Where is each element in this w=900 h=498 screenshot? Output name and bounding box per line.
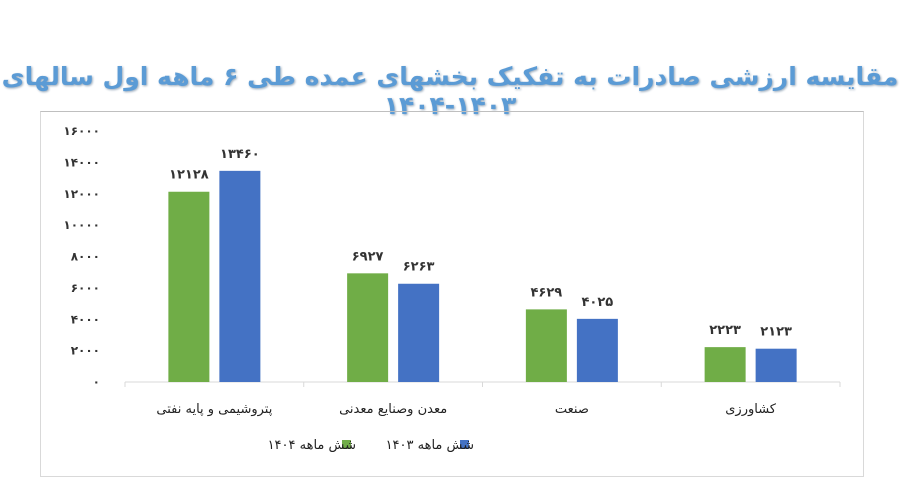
data-label: ۲۲۲۳ [709, 323, 741, 338]
bar [576, 318, 618, 382]
chart-title: مقایسه ارزشی صادرات به تفکیک بخشهای عمده… [1, 62, 899, 120]
data-label: ۱۲۱۲۸ [169, 168, 209, 183]
bar [219, 170, 261, 382]
bar [755, 348, 797, 382]
bar [704, 347, 746, 382]
legend-swatch [460, 440, 469, 449]
legend-label: شش ماهه ۱۴۰۳ [386, 438, 474, 453]
y-tick-label: ۱۴۰۰۰ [63, 155, 100, 169]
data-label: ۴۰۲۵ [582, 295, 614, 310]
bar [168, 191, 210, 382]
category-label: کشاورزی [725, 402, 777, 417]
bar [525, 309, 567, 382]
y-tick-label: ۴۰۰۰ [71, 312, 100, 326]
y-tick-label: ۰ [93, 375, 100, 389]
category-label: پتروشیمی و پایه نفتی [156, 402, 272, 417]
chart-frame [40, 111, 864, 477]
data-label: ۶۲۶۳ [403, 260, 435, 275]
legend-label: شش ماهه ۱۴۰۴ [268, 438, 356, 453]
category-label: صنعت [555, 402, 589, 417]
data-label: ۱۳۴۶۰ [220, 147, 260, 162]
data-label: ۲۱۲۳ [760, 325, 792, 340]
y-tick-label: ۸۰۰۰ [71, 250, 100, 264]
y-tick-label: ۲۰۰۰ [71, 344, 100, 358]
bar [398, 283, 440, 382]
bar [347, 273, 389, 382]
legend-swatch [342, 440, 351, 449]
y-tick-label: ۱۲۰۰۰ [63, 187, 100, 201]
category-label: معدن وصنایع معدنی [339, 402, 447, 417]
data-label: ۴۶۲۹ [531, 285, 563, 300]
data-label: ۶۹۲۷ [352, 249, 384, 264]
y-tick-label: ۱۰۰۰۰ [63, 218, 100, 232]
y-tick-label: ۶۰۰۰ [71, 281, 100, 295]
y-tick-label: ۱۶۰۰۰ [63, 124, 100, 138]
